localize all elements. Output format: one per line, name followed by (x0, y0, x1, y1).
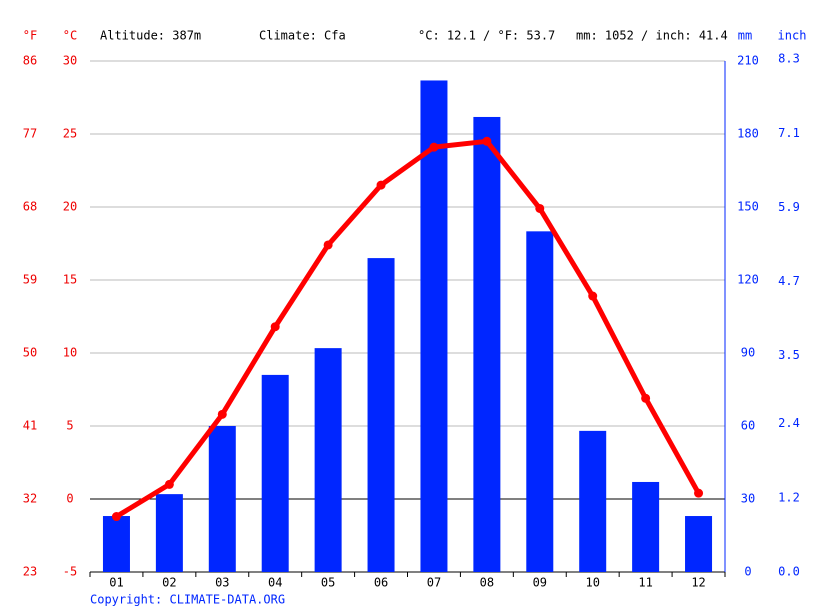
inch-tick-label: 7.1 (778, 126, 800, 140)
inch-tick-label: 2.4 (778, 416, 800, 430)
f-unit: °F (23, 29, 37, 43)
mm-tick-label: 180 (737, 127, 759, 141)
precip-bar (314, 348, 342, 572)
c-tick-label: 5 (66, 419, 73, 433)
precip-bar (632, 481, 660, 572)
x-tick-label: 08 (480, 576, 494, 590)
mm-tick-label: 60 (741, 419, 755, 433)
climate: Climate: Cfa (259, 29, 346, 43)
f-tick-label: 68 (23, 200, 37, 214)
precip-bar (155, 494, 183, 572)
altitude: Altitude: 387m (100, 29, 201, 43)
mm-tick-label: 210 (737, 54, 759, 68)
inch-unit: inch (778, 29, 807, 43)
inch-tick-label: 3.5 (778, 348, 800, 362)
precip-bar (367, 258, 395, 572)
c-tick-label: 10 (63, 346, 77, 360)
f-tick-label: 86 (23, 54, 37, 68)
f-tick-label: 32 (23, 492, 37, 506)
temp-point (376, 180, 386, 190)
f-tick-label: 23 (23, 565, 37, 579)
precip-bar (102, 516, 130, 572)
x-tick-label: 05 (321, 576, 335, 590)
x-tick-label: 03 (215, 576, 229, 590)
x-tick-label: 07 (427, 576, 441, 590)
x-tick-label: 02 (162, 576, 176, 590)
f-tick-label: 50 (23, 346, 37, 360)
temp-mean: °C: 12.1 / °F: 53.7 (418, 29, 555, 43)
f-tick-label: 59 (23, 273, 37, 287)
mm-tick-label: 90 (741, 346, 755, 360)
mm-unit: mm (738, 29, 752, 43)
x-tick-label: 01 (109, 576, 123, 590)
precip-total: mm: 1052 / inch: 41.4 (576, 29, 728, 43)
c-tick-label: 30 (63, 54, 77, 68)
c-unit: °C (63, 29, 77, 43)
precip-bar (685, 516, 713, 572)
precip-bar (208, 426, 236, 572)
c-tick-label: -5 (63, 565, 77, 579)
mm-tick-label: 30 (741, 492, 755, 506)
precip-bar (526, 231, 554, 573)
c-tick-label: 15 (63, 273, 77, 287)
temp-line (115, 138, 701, 519)
copyright: Copyright: CLIMATE-DATA.ORG (90, 593, 285, 607)
inch-tick-label: 0.0 (778, 565, 800, 579)
x-tick-label: 12 (691, 576, 705, 590)
precip-bar (420, 80, 448, 572)
f-tick-label: 77 (23, 127, 37, 141)
c-tick-label: 0 (66, 492, 73, 506)
inch-tick-label: 5.9 (778, 200, 800, 214)
temp-point (429, 142, 439, 152)
temp-point (323, 240, 333, 250)
x-tick-label: 10 (585, 576, 599, 590)
temp-point (641, 393, 651, 403)
temp-point (164, 479, 174, 489)
c-tick-label: 20 (63, 200, 77, 214)
inch-tick-label: 4.7 (778, 274, 800, 288)
inch-tick-label: 8.3 (778, 52, 800, 66)
temp-point (482, 136, 492, 146)
precip-bar (579, 430, 607, 572)
precip-bar (473, 116, 501, 572)
x-tick-label: 04 (268, 576, 282, 590)
x-tick-label: 11 (638, 576, 652, 590)
temp-point (270, 322, 280, 332)
precip-bar (261, 374, 289, 572)
c-tick-label: 25 (63, 127, 77, 141)
temp-point (694, 488, 704, 498)
mm-tick-label: 120 (737, 273, 759, 287)
mm-tick-label: 150 (737, 200, 759, 214)
mm-tick-label: 0 (744, 565, 751, 579)
temp-point (588, 291, 598, 301)
f-tick-label: 41 (23, 419, 37, 433)
temp-point (111, 512, 121, 522)
x-tick-label: 06 (374, 576, 388, 590)
x-tick-label: 09 (533, 576, 547, 590)
temp-point (217, 409, 227, 419)
temp-point (535, 203, 545, 213)
inch-tick-label: 1.2 (778, 490, 800, 504)
